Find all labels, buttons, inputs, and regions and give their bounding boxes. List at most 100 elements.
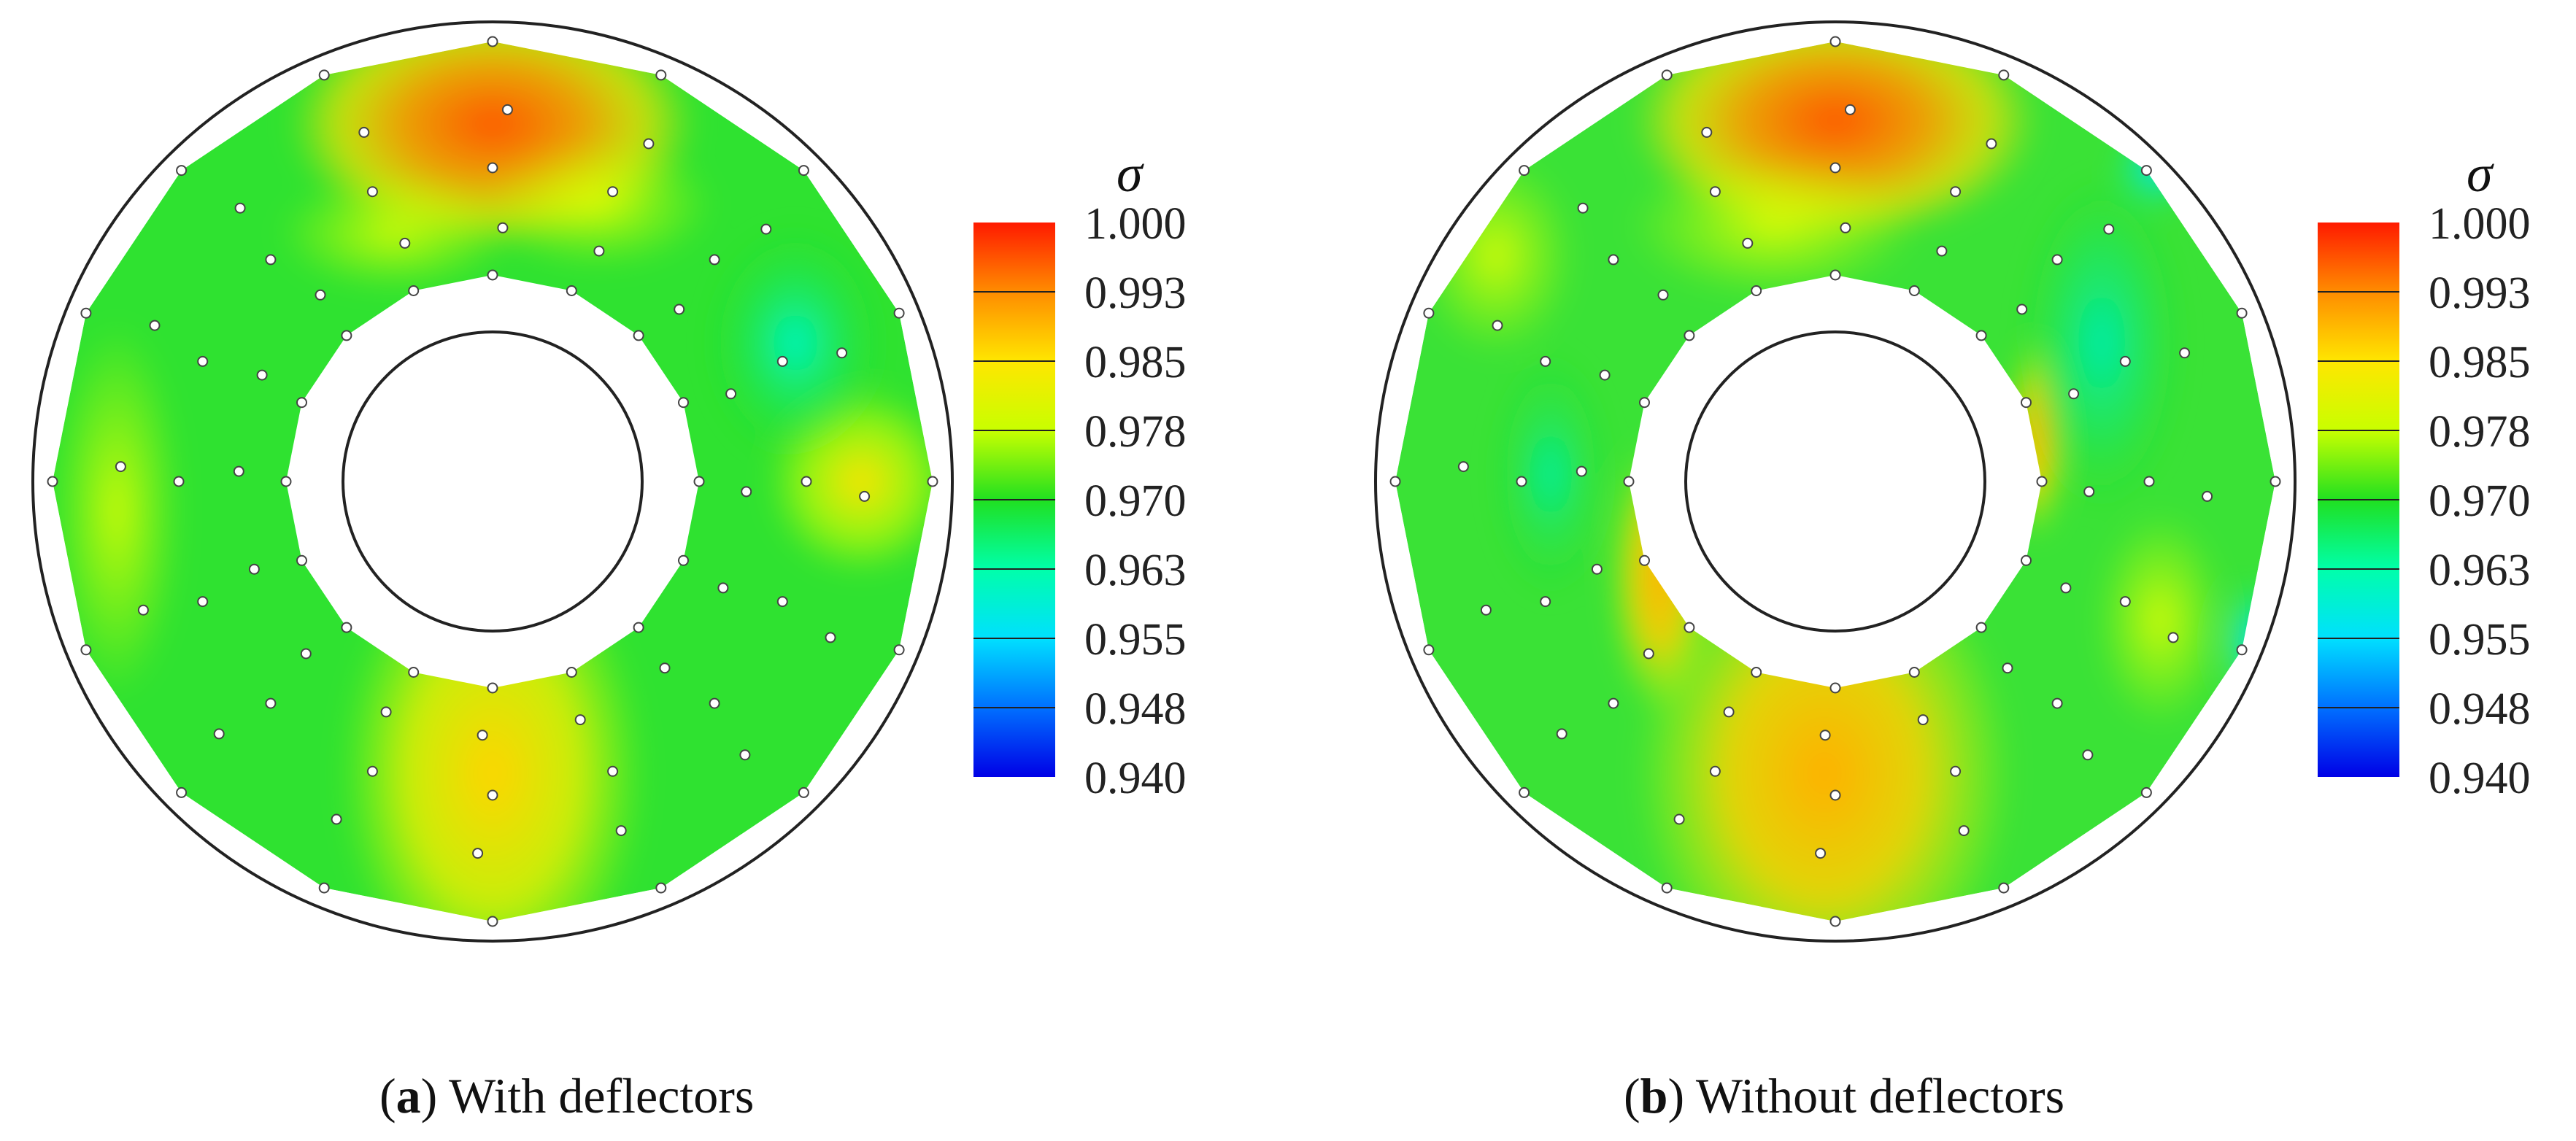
probe-point xyxy=(1917,714,1929,726)
probe-point xyxy=(2060,582,2072,594)
probe-point xyxy=(380,706,392,718)
probe-point xyxy=(487,269,498,281)
colorbar-tick-label: 0.948 xyxy=(1084,684,1187,734)
probe-point xyxy=(487,36,498,47)
inner-boundary xyxy=(1684,330,1986,633)
probe-point xyxy=(741,486,752,498)
probe-point xyxy=(607,186,619,198)
probe-point xyxy=(659,662,671,674)
probe-point xyxy=(265,697,277,709)
colorbar-tick-label: 0.955 xyxy=(1084,615,1187,665)
probe-point xyxy=(739,749,751,761)
probe-point xyxy=(1623,476,1635,487)
probe-point xyxy=(1423,644,1435,656)
caption-b: (b) Without deflectors xyxy=(1624,1068,2064,1123)
colorbar-tick-label: 0.940 xyxy=(2429,754,2531,803)
outer-boundary xyxy=(31,20,954,943)
probe-point xyxy=(115,461,126,473)
probe-point xyxy=(1661,882,1673,894)
probe-point xyxy=(366,186,378,198)
probe-point xyxy=(798,165,809,177)
colorbar-tick-label: 0.970 xyxy=(2429,476,2531,526)
probe-point xyxy=(318,882,330,894)
probe-point xyxy=(593,245,605,257)
probe-point xyxy=(674,303,685,315)
probe-point xyxy=(501,104,513,115)
probe-point xyxy=(615,825,627,837)
probe-point xyxy=(678,554,689,566)
probe-point xyxy=(1958,825,1970,837)
probe-point xyxy=(80,644,92,656)
probe-point xyxy=(318,69,330,81)
probe-point xyxy=(2036,476,2048,487)
probe-point xyxy=(798,786,809,798)
probe-point xyxy=(176,786,188,798)
probe-point xyxy=(173,476,185,487)
probe-point xyxy=(655,69,667,81)
probe-point xyxy=(296,554,307,566)
probe-point xyxy=(1950,186,1962,198)
probe-point xyxy=(1591,563,1603,575)
probe-point xyxy=(408,667,420,678)
probe-point xyxy=(1829,162,1841,174)
probe-point xyxy=(1657,289,1669,301)
probe-point xyxy=(358,126,370,138)
probe-point xyxy=(709,697,720,709)
probe-point xyxy=(678,397,689,409)
probe-point xyxy=(1492,320,1503,331)
probe-point xyxy=(2119,355,2131,367)
probe-point xyxy=(1556,728,1567,740)
probe-point xyxy=(1751,667,1762,678)
probe-point xyxy=(655,882,667,894)
probe-point xyxy=(399,237,411,249)
colorbar-tick-label: 0.955 xyxy=(2429,615,2531,665)
probe-point xyxy=(256,369,268,381)
probe-point xyxy=(2202,490,2213,502)
probe-point xyxy=(2140,786,2152,798)
probe-point xyxy=(801,476,812,487)
probe-point xyxy=(607,765,619,777)
probe-point xyxy=(1829,916,1841,927)
probe-point xyxy=(1840,222,1851,233)
probe-point xyxy=(1936,245,1948,257)
probe-point xyxy=(2021,554,2032,566)
probe-point xyxy=(2016,303,2028,315)
probe-point xyxy=(927,476,938,487)
probe-point xyxy=(487,682,498,694)
probe-point xyxy=(1829,682,1841,694)
probe-point xyxy=(487,916,498,927)
colorbar-tick-label: 0.993 xyxy=(1084,268,1187,318)
probe-point xyxy=(566,285,577,296)
probe-point xyxy=(1829,269,1841,281)
probe-point xyxy=(1709,765,1721,777)
probe-point xyxy=(2140,165,2152,177)
colorbar-tick-label: 0.993 xyxy=(2429,268,2531,318)
outer-boundary xyxy=(1374,20,2297,943)
colorbar-tick-label: 0.978 xyxy=(2429,407,2531,457)
probe-point xyxy=(2179,347,2191,359)
inner-hole xyxy=(286,275,699,688)
probe-point xyxy=(197,355,209,367)
probe-point xyxy=(2082,749,2094,761)
probe-point xyxy=(2051,697,2063,709)
contour-panel-with-deflectors xyxy=(31,20,954,943)
probe-point xyxy=(1540,355,1551,367)
probe-point xyxy=(2083,486,2095,498)
probe-point xyxy=(776,355,788,367)
probe-point xyxy=(1643,648,1654,660)
probe-point xyxy=(233,465,244,477)
probe-point xyxy=(1975,622,1987,633)
probe-point xyxy=(893,644,905,656)
probe-point xyxy=(331,813,342,825)
caption-a: (a) With deflectors xyxy=(379,1068,754,1123)
probe-point xyxy=(574,714,586,726)
probe-point xyxy=(2021,397,2032,409)
probe-point xyxy=(176,165,188,177)
probe-point xyxy=(643,138,655,150)
probe-point xyxy=(234,202,246,214)
colorbar-tick-label: 0.970 xyxy=(1084,476,1187,526)
probe-point xyxy=(487,789,498,801)
contour-panel-without-deflectors xyxy=(1374,20,2297,943)
probe-point xyxy=(497,222,509,233)
probe-point xyxy=(1423,307,1435,319)
